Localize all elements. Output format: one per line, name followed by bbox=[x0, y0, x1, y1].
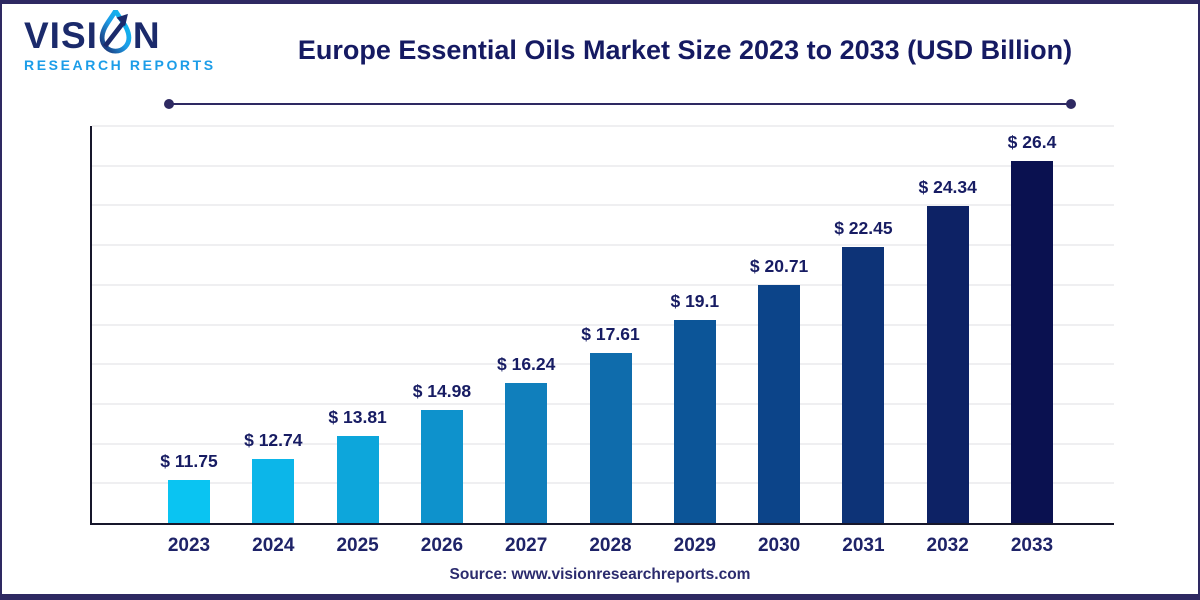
chart-title: Europe Essential Oils Market Size 2023 t… bbox=[297, 35, 1073, 65]
bar-value-label-2024: $ 12.74 bbox=[244, 429, 303, 450]
logo-wordmark: VISI N bbox=[24, 10, 214, 56]
water-droplet-arrow-icon bbox=[99, 10, 132, 54]
divider-right-dot bbox=[1066, 99, 1076, 109]
logo-subtitle: RESEARCH REPORTS bbox=[24, 57, 216, 73]
divider-left-dot bbox=[164, 99, 174, 109]
gridline bbox=[92, 244, 1114, 247]
bar-2026 bbox=[420, 410, 463, 523]
x-axis-label-2033: 2033 bbox=[1010, 535, 1054, 556]
x-axis-label-2030: 2030 bbox=[757, 535, 801, 556]
vision-research-reports-logo: VISI N RESEARCH REPORTS bbox=[24, 10, 216, 73]
bar-value-label-2032: $ 24.34 bbox=[918, 176, 977, 197]
bottom-accent-bar bbox=[2, 594, 1198, 600]
gridline bbox=[92, 164, 1114, 167]
bar-2033 bbox=[1011, 160, 1053, 523]
logo-text-right: N bbox=[132, 14, 161, 56]
gridline bbox=[92, 204, 1114, 207]
bar-2027 bbox=[505, 382, 548, 523]
x-axis-label-2029: 2029 bbox=[673, 535, 716, 556]
bar-value-label-2031: $ 22.45 bbox=[834, 218, 893, 239]
title-divider-line bbox=[164, 99, 1076, 109]
bar-value-label-2025: $ 13.81 bbox=[328, 406, 387, 427]
gridline bbox=[92, 125, 1114, 127]
bar-2024 bbox=[252, 458, 295, 523]
x-axis-label-2027: 2027 bbox=[505, 535, 548, 556]
bar-chart-plot-area: $ 11.75 $ 12.74 $ 13.81 $ 14.98 $ 16.24 $ 17.… bbox=[90, 125, 1114, 525]
x-axis-label-2025: 2025 bbox=[336, 535, 379, 556]
x-axis-label-2026: 2026 bbox=[420, 535, 464, 556]
bar-value-label-2030: $ 20.71 bbox=[749, 256, 809, 277]
x-axis-line bbox=[90, 523, 1114, 525]
logo-text-left: VISI bbox=[24, 14, 98, 56]
bar-2030 bbox=[758, 285, 801, 523]
bar-value-label-2033: $ 26.4 bbox=[1007, 131, 1057, 152]
bar-2029 bbox=[673, 320, 716, 523]
x-axis-label-2024: 2024 bbox=[252, 535, 295, 556]
bar-value-label-2028: $ 17.61 bbox=[581, 323, 640, 344]
x-axis-label-2028: 2028 bbox=[589, 535, 632, 556]
x-axis-label-2031: 2031 bbox=[842, 535, 885, 556]
bar-2023 bbox=[168, 480, 210, 523]
y-axis-line bbox=[90, 126, 92, 525]
bar-2028 bbox=[589, 352, 632, 523]
bar-value-label-2029: $ 19.1 bbox=[670, 291, 720, 312]
bar-2031 bbox=[842, 247, 885, 523]
bar-value-label-2023: $ 11.75 bbox=[160, 451, 218, 472]
x-axis-label-2032: 2032 bbox=[926, 535, 969, 556]
gridline bbox=[92, 283, 1114, 286]
source-attribution: Source: www.visionresearchreports.com bbox=[449, 566, 751, 583]
x-axis-label-2023: 2023 bbox=[167, 535, 211, 556]
bar-2025 bbox=[336, 435, 379, 523]
bar-2032 bbox=[926, 205, 969, 523]
gridline bbox=[92, 323, 1114, 326]
bar-value-label-2027: $ 16.24 bbox=[496, 353, 556, 374]
bar-value-label-2026: $ 14.98 bbox=[412, 381, 472, 402]
